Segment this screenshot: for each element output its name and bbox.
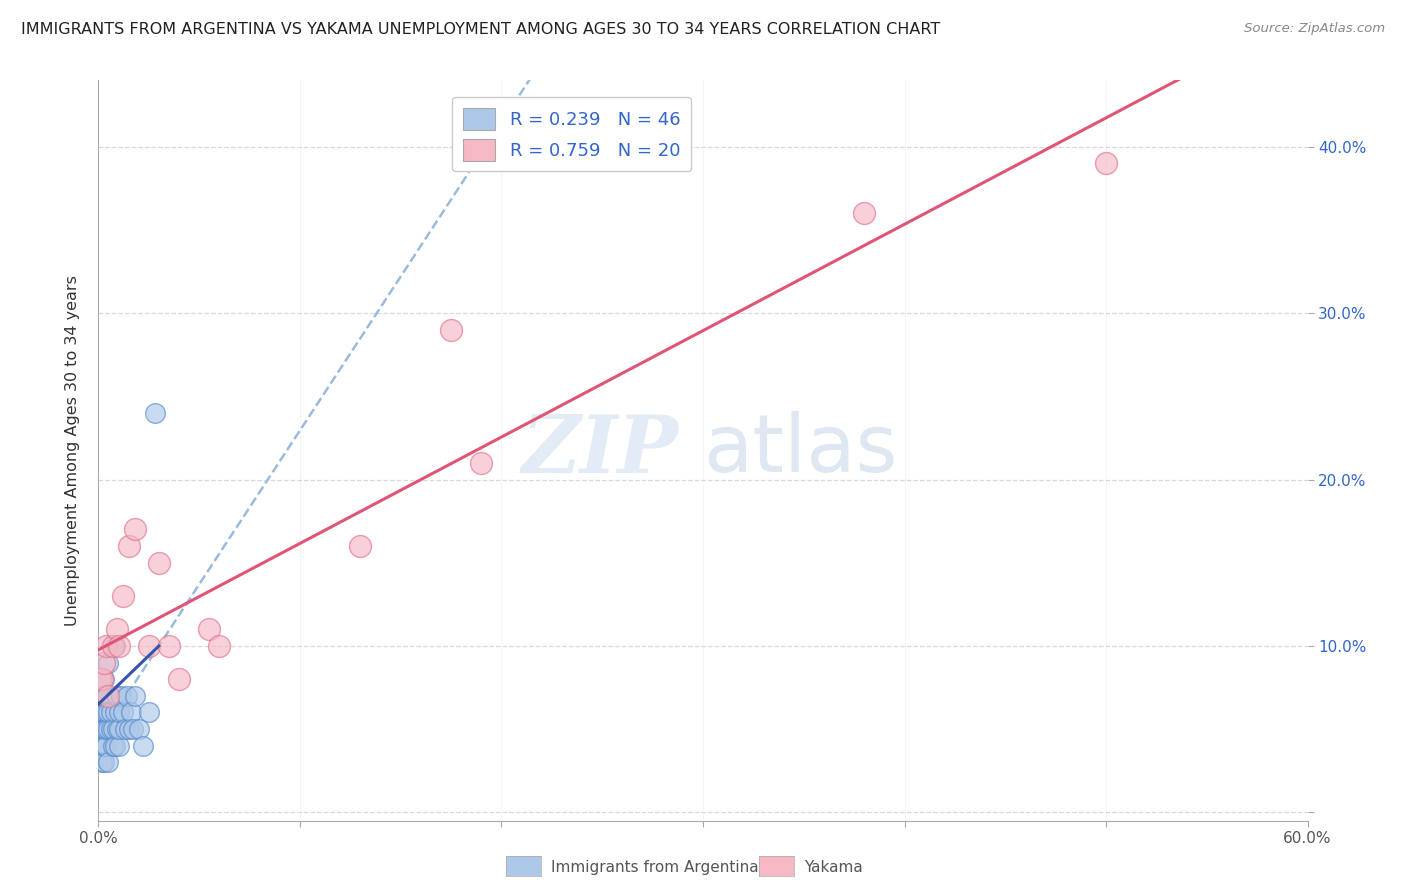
Point bbox=[91, 706, 114, 720]
Point bbox=[124, 523, 146, 537]
Text: Yakama: Yakama bbox=[804, 860, 863, 874]
Text: Source: ZipAtlas.com: Source: ZipAtlas.com bbox=[1244, 22, 1385, 36]
Point bbox=[105, 623, 128, 637]
Point bbox=[138, 706, 160, 720]
Point bbox=[121, 722, 143, 736]
Point bbox=[91, 672, 114, 686]
Text: IMMIGRANTS FROM ARGENTINA VS YAKAMA UNEMPLOYMENT AMONG AGES 30 TO 34 YEARS CORRE: IMMIGRANTS FROM ARGENTINA VS YAKAMA UNEM… bbox=[21, 22, 941, 37]
Text: atlas: atlas bbox=[703, 411, 897, 490]
Point bbox=[96, 706, 118, 720]
Point bbox=[91, 756, 114, 770]
Point bbox=[93, 672, 115, 686]
Point bbox=[115, 689, 138, 703]
Point bbox=[97, 656, 120, 670]
Point bbox=[120, 706, 142, 720]
Point bbox=[143, 406, 166, 420]
Point bbox=[96, 639, 118, 653]
Point bbox=[97, 706, 120, 720]
Point bbox=[101, 722, 124, 736]
Point bbox=[97, 756, 120, 770]
Point bbox=[89, 672, 111, 686]
Point bbox=[111, 706, 134, 720]
Point bbox=[93, 722, 115, 736]
Point bbox=[91, 722, 114, 736]
Text: Immigrants from Argentina: Immigrants from Argentina bbox=[551, 860, 759, 874]
Point bbox=[105, 689, 128, 703]
Point bbox=[103, 639, 125, 653]
Point bbox=[118, 539, 141, 553]
Point bbox=[103, 739, 125, 753]
Point bbox=[107, 739, 129, 753]
Point bbox=[128, 722, 150, 736]
Text: ZIP: ZIP bbox=[522, 412, 679, 489]
Point bbox=[103, 706, 125, 720]
Point bbox=[853, 206, 876, 220]
Point bbox=[111, 589, 134, 603]
Point bbox=[148, 556, 170, 570]
Point bbox=[208, 639, 231, 653]
Point bbox=[105, 722, 128, 736]
Point bbox=[124, 689, 146, 703]
Point bbox=[107, 639, 129, 653]
Point bbox=[97, 722, 120, 736]
Point bbox=[157, 639, 180, 653]
Point bbox=[87, 722, 110, 736]
Point bbox=[100, 722, 122, 736]
Point bbox=[87, 689, 110, 703]
Point bbox=[1095, 156, 1118, 170]
Point bbox=[107, 722, 129, 736]
Point bbox=[132, 739, 155, 753]
Point bbox=[91, 689, 114, 703]
Point bbox=[96, 739, 118, 753]
Point bbox=[87, 706, 110, 720]
Point bbox=[93, 706, 115, 720]
Point bbox=[118, 722, 141, 736]
Point bbox=[101, 739, 124, 753]
Point bbox=[96, 689, 118, 703]
Point bbox=[440, 323, 463, 337]
Point bbox=[349, 539, 371, 553]
Point bbox=[89, 722, 111, 736]
Point bbox=[96, 722, 118, 736]
Legend: R = 0.239   N = 46, R = 0.759   N = 20: R = 0.239 N = 46, R = 0.759 N = 20 bbox=[453, 96, 692, 171]
Point bbox=[138, 639, 160, 653]
Point bbox=[100, 706, 122, 720]
Point bbox=[114, 722, 136, 736]
Point bbox=[107, 706, 129, 720]
Point bbox=[93, 656, 115, 670]
Point bbox=[470, 456, 492, 470]
Point bbox=[167, 672, 190, 686]
Point bbox=[93, 756, 115, 770]
Point bbox=[110, 689, 132, 703]
Y-axis label: Unemployment Among Ages 30 to 34 years: Unemployment Among Ages 30 to 34 years bbox=[65, 275, 80, 626]
Point bbox=[89, 739, 111, 753]
Point bbox=[198, 623, 221, 637]
Point bbox=[101, 639, 124, 653]
Point bbox=[93, 739, 115, 753]
Point bbox=[97, 689, 120, 703]
